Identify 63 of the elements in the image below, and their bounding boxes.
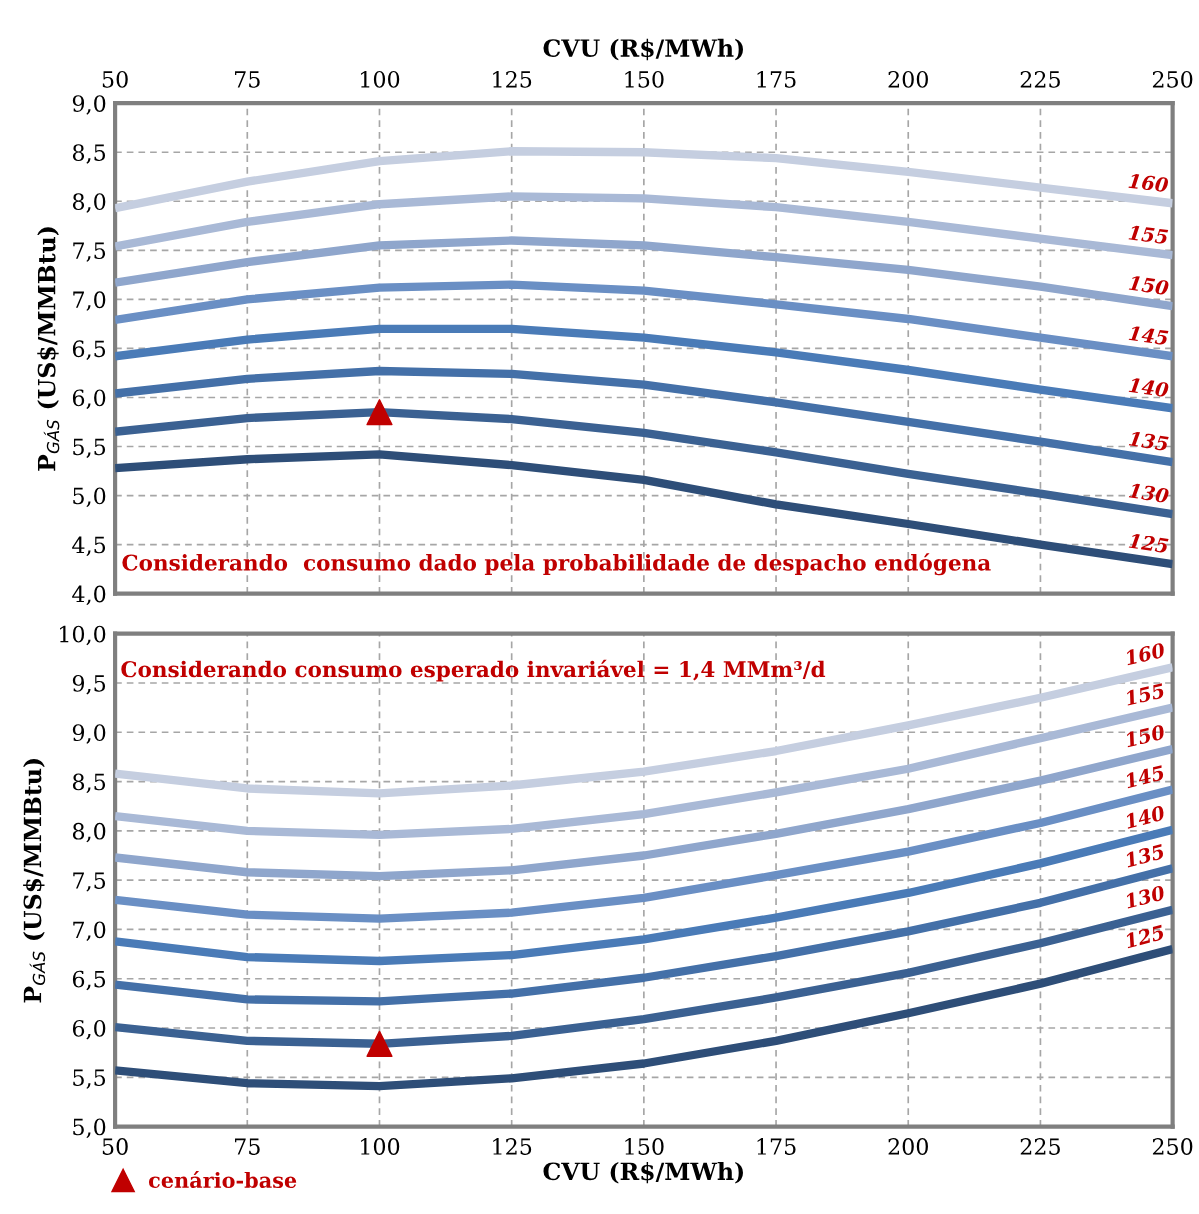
x2-tick-label: 150: [625, 70, 664, 88]
x2-tick-label: 100: [360, 70, 400, 88]
y-tick-label: 8,0: [72, 193, 106, 213]
x2-tick-label: 225: [1020, 70, 1060, 88]
annotation: Considerando consumo dado pela probabilidade de despacho endógena: [122, 553, 991, 576]
x-tick-label: 75: [235, 1138, 260, 1155]
text: 150: [1124, 724, 1166, 748]
y-axis-title: P$_{GÁS}$ (US$/MMBtu): [23, 759, 46, 1003]
text: 145: [1128, 325, 1169, 346]
text: 130: [1124, 885, 1166, 909]
y-tick-label: 8,5: [72, 144, 106, 164]
text: 125: [1124, 924, 1165, 949]
x-tick-label: 150: [625, 1138, 664, 1155]
text: 155: [1128, 225, 1169, 245]
x-tick-label: 100: [360, 1138, 400, 1155]
text: 160: [1128, 173, 1169, 193]
y-tick-label: 9,0: [72, 95, 106, 115]
y-tick-label: 10,0: [60, 625, 106, 646]
x2-tick-label: 50: [102, 70, 128, 88]
y-tick-label: 7,0: [73, 921, 106, 941]
text: 130: [1128, 482, 1170, 504]
x-tick-label: 225: [1020, 1138, 1060, 1155]
y-tick-label: 9,5: [72, 674, 106, 695]
x-axis-title: CVU (R$/MWh): [543, 1161, 743, 1184]
x2-tick-label: 175: [757, 70, 796, 88]
x2-axis-title: CVU (R$/MWh): [543, 38, 743, 61]
text: 135: [1124, 843, 1165, 868]
y-tick-label: 5,5: [73, 438, 106, 458]
x-tick-label: 125: [493, 1138, 532, 1155]
x-tick-label: 200: [888, 1138, 928, 1155]
x-tick-label: 50: [102, 1138, 128, 1155]
y-tick-label: 6,0: [72, 1019, 106, 1040]
y-tick-label: 5,0: [73, 1118, 106, 1139]
legend-label: cenário-base: [148, 1171, 297, 1189]
text: 125: [1128, 533, 1169, 554]
y-tick-label: 9,0: [72, 724, 106, 744]
y-axis-title: P$_{GÁS}$ (US$/MMBtu): [37, 227, 60, 471]
y-tick-label: 6,5: [72, 970, 106, 991]
text: 140: [1124, 805, 1166, 829]
x2-tick-label: 250: [1152, 70, 1193, 88]
x-tick-label: 250: [1152, 1138, 1193, 1155]
y-tick-label: 7,5: [73, 242, 106, 262]
annotation: Considerando consumo esperado invariável = 1,4 MMm³/d: [121, 659, 826, 682]
y-tick-label: 7,0: [73, 291, 106, 311]
y-tick-label: 6,0: [72, 389, 106, 409]
text: 140: [1128, 377, 1169, 398]
y-tick-label: 5,0: [73, 487, 106, 508]
text: 160: [1124, 642, 1166, 666]
x-tick-label: 175: [757, 1138, 796, 1155]
y-tick-label: 7,5: [73, 872, 106, 892]
text: 150: [1128, 275, 1170, 296]
text: 145: [1124, 764, 1166, 789]
x2-tick-label: 125: [493, 70, 532, 88]
x2-tick-label: 200: [888, 70, 928, 88]
y-tick-label: 6,5: [72, 340, 106, 360]
x2-tick-label: 75: [235, 71, 260, 88]
text: 155: [1124, 682, 1166, 706]
y-tick-label: 4,5: [72, 536, 106, 557]
y-tick-label: 5,5: [73, 1069, 106, 1089]
y-tick-label: 8,5: [72, 773, 106, 794]
y-tick-label: 8,0: [72, 822, 106, 843]
y-tick-label: 4,0: [72, 585, 106, 606]
text: 135: [1128, 430, 1169, 452]
